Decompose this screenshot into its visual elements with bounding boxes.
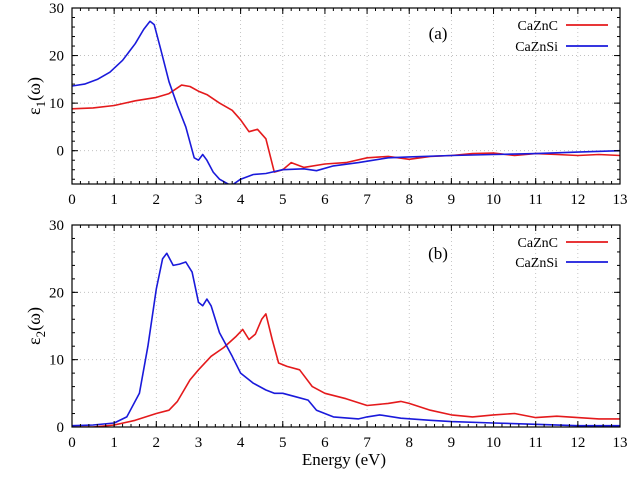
y-tick-label: 10 bbox=[49, 353, 64, 369]
x-tick-label: 2 bbox=[153, 192, 161, 208]
y-tick-label: 30 bbox=[49, 218, 64, 234]
x-tick-label: 13 bbox=[613, 192, 628, 208]
series-line-caznsi bbox=[72, 252, 620, 427]
series-line-caznc bbox=[72, 84, 620, 173]
series-line-caznsi bbox=[72, 20, 620, 184]
y-tick-label: 20 bbox=[49, 49, 64, 65]
x-tick-label: 5 bbox=[279, 435, 287, 451]
x-tick-label: 6 bbox=[321, 435, 329, 451]
legend-label-caznsi: CaZnSi bbox=[515, 40, 558, 55]
plot-frame bbox=[71, 224, 621, 428]
x-tick-label: 3 bbox=[195, 192, 203, 208]
y-axis-label-suffix: (ω) bbox=[24, 77, 45, 101]
x-tick-label: 10 bbox=[486, 192, 501, 208]
x-tick-label: 2 bbox=[153, 435, 161, 451]
x-tick-label: 9 bbox=[448, 192, 456, 208]
x-axis-label: Energy (eV) bbox=[302, 450, 386, 469]
y-axis-label: ε2(ω) bbox=[24, 307, 48, 345]
x-tick-label: 8 bbox=[405, 435, 413, 451]
x-tick-label: 12 bbox=[570, 192, 585, 208]
panel-label: (b) bbox=[428, 244, 448, 263]
y-tick-label: 10 bbox=[49, 96, 64, 112]
x-tick-label: 0 bbox=[68, 435, 76, 451]
y-tick-label: 0 bbox=[57, 420, 65, 436]
x-tick-label: 6 bbox=[321, 192, 329, 208]
x-tick-label: 13 bbox=[613, 435, 628, 451]
x-tick-label: 11 bbox=[528, 192, 542, 208]
x-tick-label: 7 bbox=[363, 192, 371, 208]
x-tick-label: 11 bbox=[528, 435, 542, 451]
y-axis-label-main: ε bbox=[24, 337, 44, 345]
x-tick-label: 5 bbox=[279, 192, 287, 208]
x-tick-label: 10 bbox=[486, 435, 501, 451]
x-tick-label: 8 bbox=[405, 192, 413, 208]
legend-label-caznc: CaZnC bbox=[518, 19, 558, 34]
y-axis-label: ε1(ω) bbox=[24, 77, 48, 115]
x-tick-label: 4 bbox=[237, 435, 245, 451]
x-tick-label: 0 bbox=[68, 192, 76, 208]
y-axis-label-suffix: (ω) bbox=[24, 307, 45, 331]
x-tick-label: 4 bbox=[237, 192, 245, 208]
series-line-caznc bbox=[72, 313, 620, 427]
legend-label-caznsi: CaZnSi bbox=[515, 256, 558, 271]
y-tick-label: 0 bbox=[57, 144, 65, 160]
panel-b: 0 1 2 3 4 5 6 7 8 9 10 11 12 130102030ε2(ω)(b)CaZnCCa… bbox=[24, 218, 628, 451]
x-tick-label: 1 bbox=[110, 435, 118, 451]
x-tick-label: 1 bbox=[110, 192, 118, 208]
panel-label: (a) bbox=[429, 24, 448, 43]
x-tick-label: 12 bbox=[570, 435, 585, 451]
x-tick-label: 9 bbox=[448, 435, 456, 451]
y-tick-label: 20 bbox=[49, 285, 64, 301]
x-tick-label: 3 bbox=[195, 435, 203, 451]
y-axis-label-sub: 1 bbox=[33, 101, 48, 108]
plot-frame bbox=[71, 7, 621, 185]
x-tick-label: 7 bbox=[363, 435, 371, 451]
y-axis-label-main: ε bbox=[24, 107, 44, 115]
y-axis-label-sub: 2 bbox=[33, 331, 48, 338]
legend-label-caznc: CaZnC bbox=[518, 236, 558, 251]
y-tick-label: 30 bbox=[49, 1, 64, 17]
